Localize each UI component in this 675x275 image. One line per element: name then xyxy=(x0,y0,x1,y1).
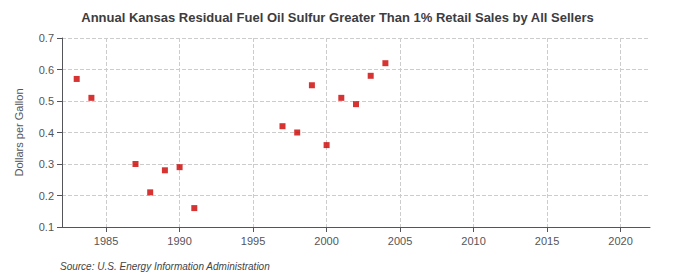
svg-text:2000: 2000 xyxy=(314,235,338,247)
svg-text:0.6: 0.6 xyxy=(39,64,54,76)
svg-text:1990: 1990 xyxy=(167,235,191,247)
svg-text:Annual Kansas Residual Fuel Oi: Annual Kansas Residual Fuel Oil Sulfur G… xyxy=(81,10,593,25)
svg-text:1985: 1985 xyxy=(94,235,118,247)
svg-text:2010: 2010 xyxy=(461,235,485,247)
svg-text:2005: 2005 xyxy=(388,235,412,247)
svg-text:2020: 2020 xyxy=(608,235,632,247)
svg-text:2015: 2015 xyxy=(535,235,559,247)
svg-text:0.2: 0.2 xyxy=(39,190,54,202)
svg-text:0.1: 0.1 xyxy=(39,221,54,233)
svg-text:0.7: 0.7 xyxy=(39,32,54,44)
svg-text:0.3: 0.3 xyxy=(39,158,54,170)
svg-text:0.4: 0.4 xyxy=(39,127,54,139)
svg-text:0.5: 0.5 xyxy=(39,95,54,107)
svg-text:1995: 1995 xyxy=(241,235,265,247)
svg-text:Dollars per Gallon: Dollars per Gallon xyxy=(13,88,25,176)
svg-text:Source: U.S. Energy Informatio: Source: U.S. Energy Information Administ… xyxy=(60,261,270,272)
